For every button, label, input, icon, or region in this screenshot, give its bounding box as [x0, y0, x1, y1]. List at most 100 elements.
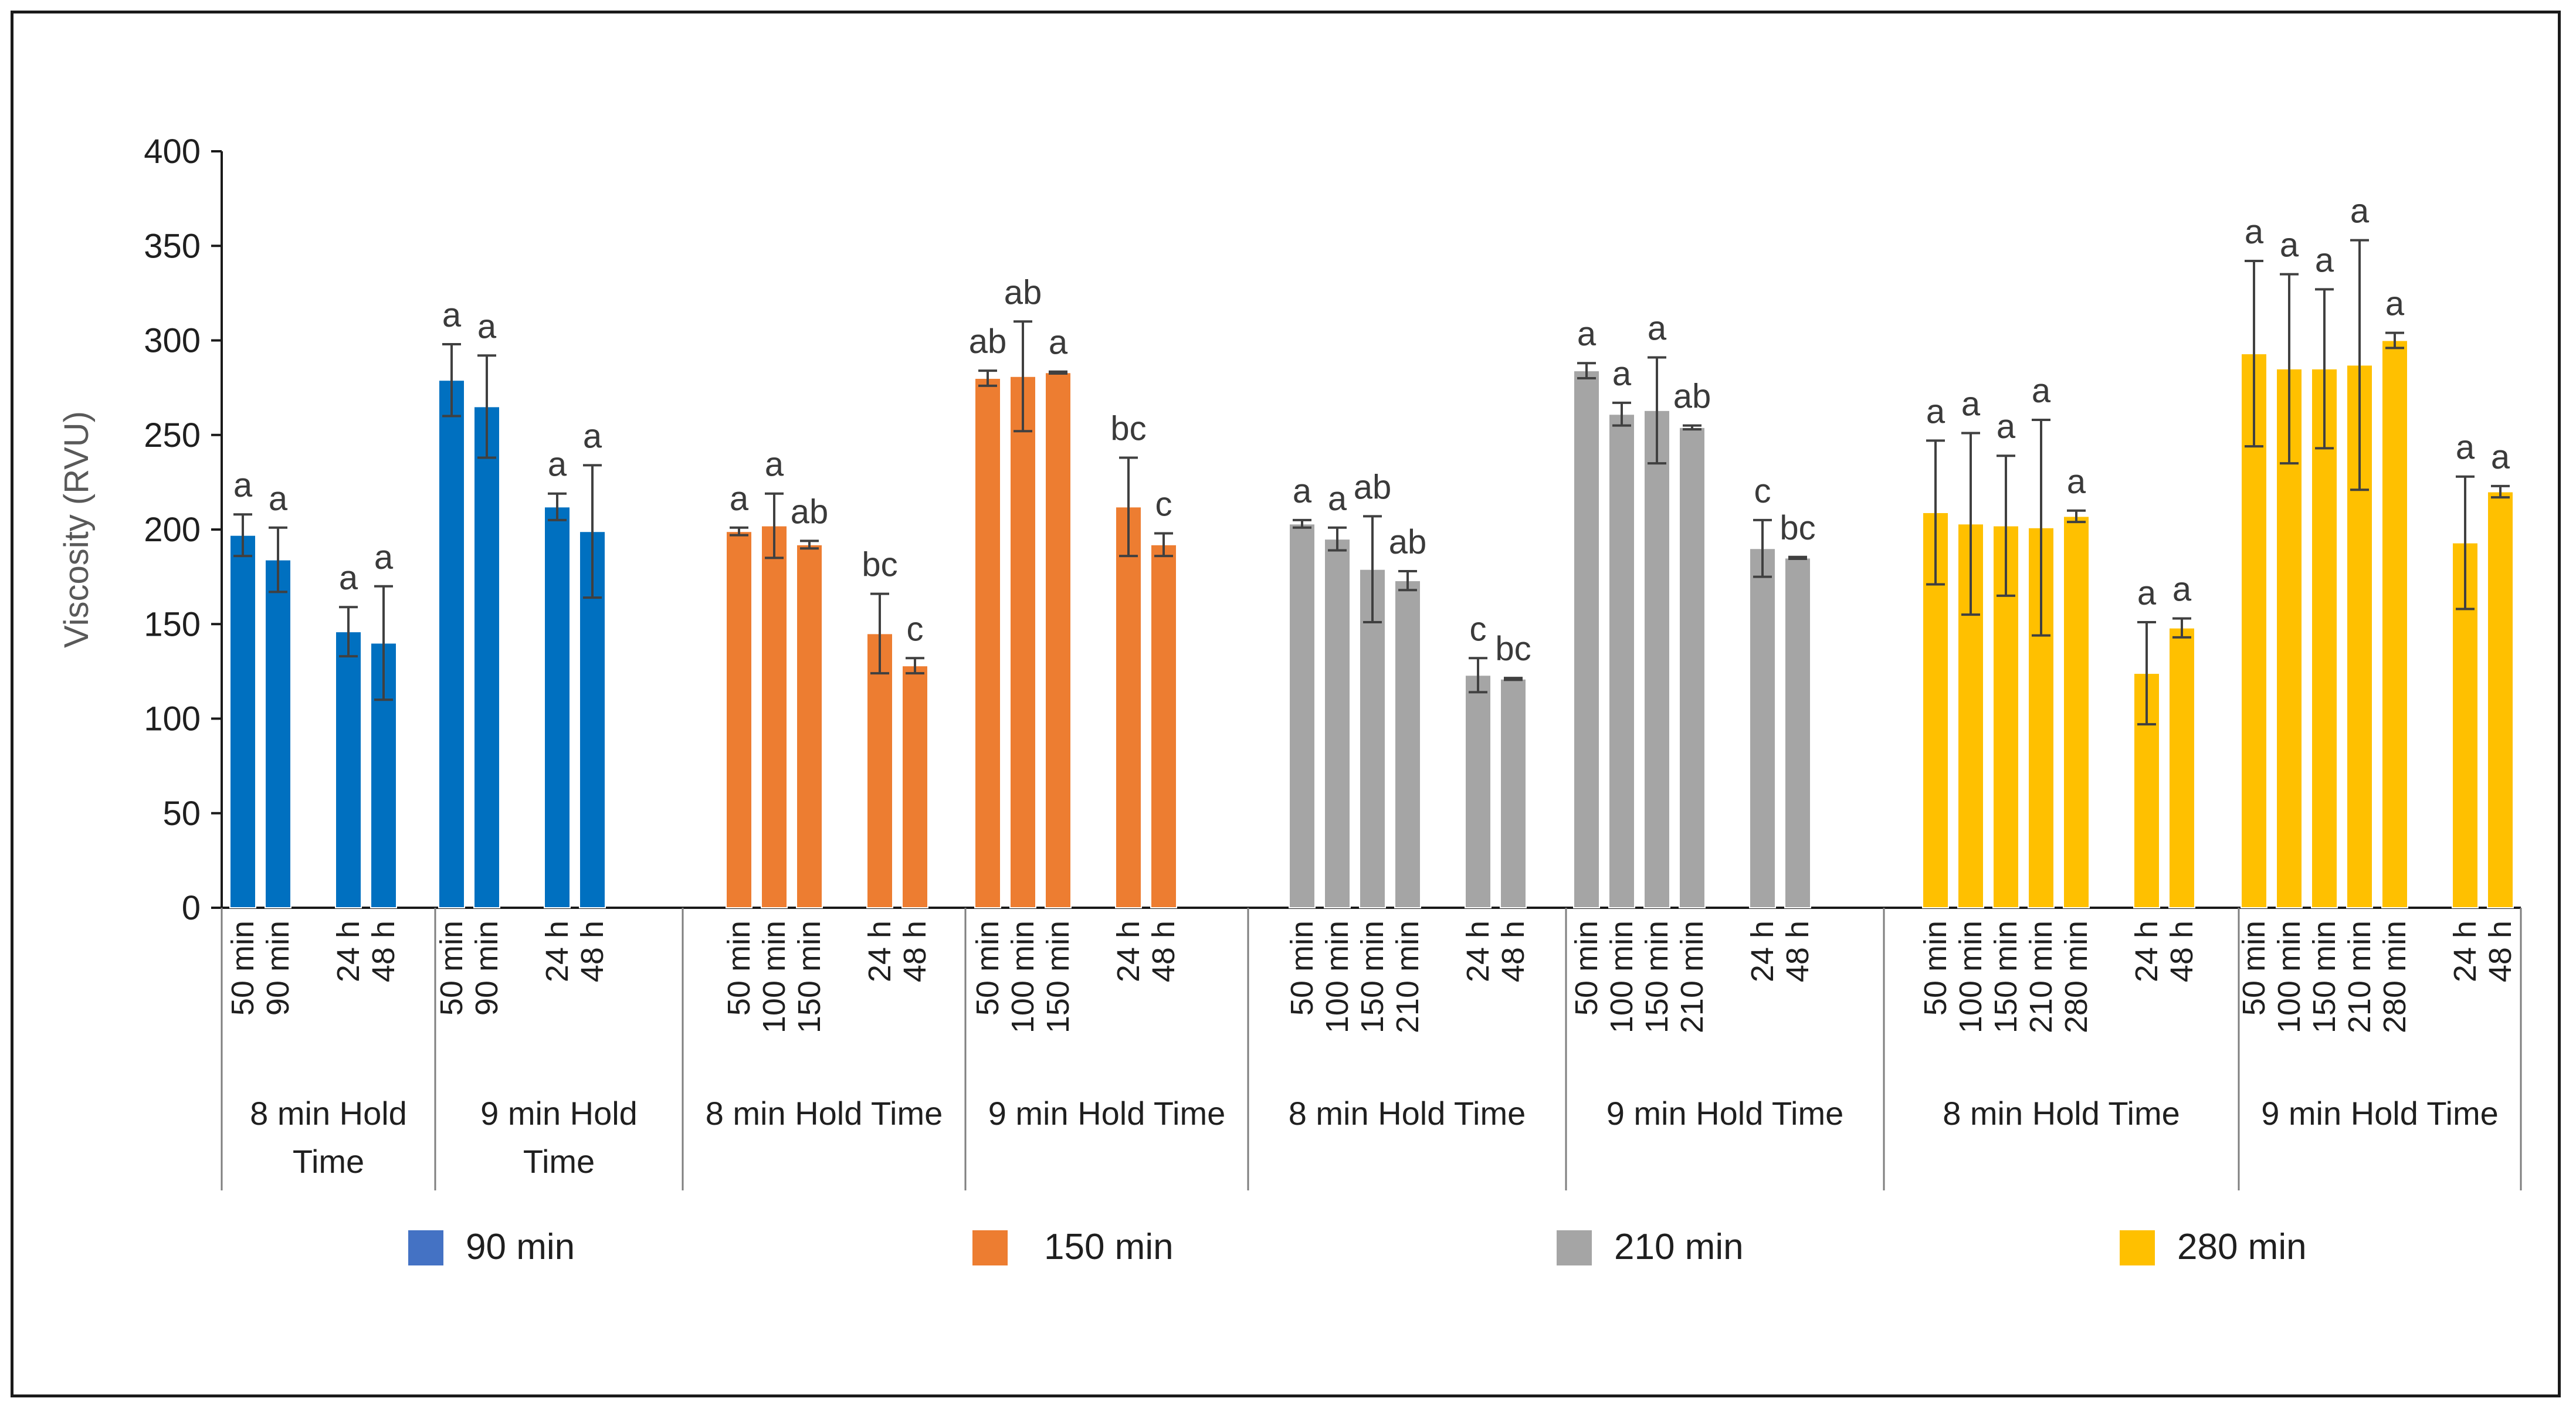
- x-category-label: 90 min: [260, 921, 296, 1016]
- x-group-label: 8 min Hold Time: [1943, 1095, 2180, 1132]
- significance-label: bc: [1110, 409, 1146, 447]
- x-category-label: 150 min: [1355, 921, 1390, 1033]
- bar: [2346, 364, 2373, 908]
- legend-label: 90 min: [466, 1227, 575, 1267]
- x-category-label: 48 h: [2164, 921, 2199, 982]
- bar: [974, 378, 1001, 908]
- x-category-label: 100 min: [757, 921, 792, 1033]
- significance-label: a: [1926, 392, 1945, 430]
- significance-label: a: [1648, 310, 1667, 348]
- x-group-label: 8 min Hold: [250, 1095, 407, 1132]
- x-group-label: 9 min Hold Time: [988, 1095, 1226, 1132]
- significance-label: a: [2172, 571, 2192, 609]
- x-category-label: 280 min: [2377, 921, 2412, 1033]
- significance-label: a: [2315, 241, 2334, 279]
- significance-label: c: [907, 610, 924, 648]
- y-tick-label: 300: [144, 322, 201, 360]
- significance-label: a: [730, 480, 749, 518]
- x-category-label: 150 min: [792, 921, 827, 1033]
- significance-label: a: [1049, 324, 1068, 362]
- legend-label: 280 min: [2177, 1227, 2307, 1267]
- bar: [1289, 523, 1316, 908]
- x-category-label: 50 min: [721, 921, 757, 1016]
- x-category-label: 24 h: [862, 921, 897, 982]
- y-tick-label: 100: [144, 700, 201, 738]
- x-category-label: 48 h: [897, 921, 933, 982]
- y-tick-label: 0: [182, 889, 201, 927]
- bar: [726, 531, 753, 908]
- x-category-label: 24 h: [2448, 921, 2483, 982]
- bar: [866, 633, 893, 908]
- x-category-label: 100 min: [1604, 921, 1639, 1033]
- x-category-label: 50 min: [2236, 921, 2272, 1016]
- x-category-label: 24 h: [331, 921, 366, 982]
- bar: [229, 534, 256, 908]
- x-category-label: 210 min: [2342, 921, 2377, 1033]
- bar: [2063, 515, 2090, 908]
- y-tick-label: 200: [144, 511, 201, 549]
- x-category-label: 48 h: [575, 921, 610, 982]
- significance-label: a: [1293, 472, 1312, 510]
- bar: [1394, 580, 1421, 908]
- x-category-label: 90 min: [469, 921, 504, 1016]
- x-category-label: 150 min: [1988, 921, 2023, 1033]
- bar: [1643, 409, 1670, 908]
- x-category-label: 50 min: [1569, 921, 1604, 1016]
- x-category-label: 50 min: [970, 921, 1005, 1016]
- legend-swatch: [408, 1230, 443, 1265]
- x-category-label: 50 min: [1284, 921, 1320, 1016]
- legend-label: 150 min: [1044, 1227, 1174, 1267]
- x-category-label: 100 min: [1953, 921, 1988, 1033]
- x-category-label: 100 min: [1005, 921, 1040, 1033]
- significance-label: a: [548, 446, 567, 484]
- x-category-label: 48 h: [366, 921, 401, 982]
- legend-swatch: [1557, 1230, 1592, 1265]
- x-group-label: 9 min Hold: [480, 1095, 638, 1132]
- significance-label: a: [1612, 355, 1632, 393]
- significance-label: bc: [1780, 509, 1815, 547]
- bar: [1009, 375, 1036, 908]
- bar: [335, 631, 362, 909]
- bar: [1115, 506, 1142, 908]
- significance-label: a: [2032, 372, 2051, 410]
- bar: [761, 525, 788, 908]
- significance-label: a: [374, 538, 394, 576]
- x-group-label: Time: [293, 1143, 364, 1180]
- significance-label: ab: [1389, 523, 1427, 561]
- bar: [796, 544, 823, 908]
- y-tick-label: 400: [144, 133, 201, 171]
- y-tick-label: 150: [144, 605, 201, 643]
- bar: [265, 559, 292, 908]
- x-group-label: 9 min Hold Time: [1606, 1095, 1844, 1132]
- x-category-label: 150 min: [1040, 921, 1076, 1033]
- significance-label: a: [2137, 574, 2157, 612]
- significance-label: a: [765, 446, 784, 484]
- bar: [2487, 491, 2514, 908]
- x-category-label: 50 min: [1918, 921, 1953, 1016]
- significance-label: a: [583, 417, 602, 455]
- bar: [1608, 413, 1635, 908]
- significance-label: c: [1155, 485, 1172, 523]
- bar: [1324, 538, 1351, 908]
- y-tick-label: 250: [144, 416, 201, 454]
- significance-label: c: [1754, 472, 1771, 510]
- significance-label: a: [2385, 285, 2405, 323]
- significance-label: a: [1961, 385, 1981, 423]
- significance-label: a: [339, 559, 358, 597]
- bar: [2381, 340, 2408, 908]
- significance-label: a: [2491, 438, 2510, 476]
- bar: [1500, 678, 1527, 909]
- x-category-label: 24 h: [1745, 921, 1780, 982]
- x-category-label: 210 min: [2023, 921, 2059, 1033]
- x-group-label: 8 min Hold Time: [1289, 1095, 1526, 1132]
- significance-label: a: [269, 480, 288, 518]
- significance-label: ab: [1004, 273, 1042, 311]
- significance-label: ab: [1673, 378, 1711, 416]
- bar: [438, 379, 465, 908]
- bar: [1359, 568, 1386, 908]
- significance-label: a: [1577, 315, 1597, 353]
- x-category-label: 210 min: [1390, 921, 1425, 1033]
- significance-label: ab: [969, 323, 1007, 361]
- significance-label: a: [2350, 192, 2370, 230]
